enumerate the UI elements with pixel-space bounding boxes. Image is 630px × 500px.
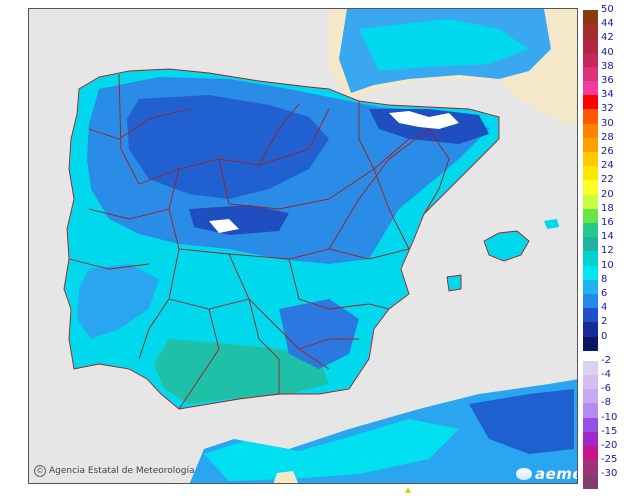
legend-label: -2 [601, 354, 611, 366]
legend-swatch [583, 180, 598, 195]
legend-swatch [583, 152, 598, 167]
legend-swatch [583, 375, 598, 390]
legend-label: -10 [601, 411, 618, 423]
legend-label: 22 [601, 174, 614, 186]
legend-label: 44 [601, 18, 614, 30]
copyright-icon: © [34, 465, 46, 477]
legend-label: 6 [601, 288, 608, 299]
legend-swatch [583, 474, 598, 489]
legend-label: -25 [601, 454, 618, 466]
legend-swatch [583, 223, 598, 238]
legend-swatch [583, 237, 598, 252]
legend-swatch [583, 308, 598, 323]
legend-label: 14 [601, 231, 614, 243]
legend-swatch [583, 460, 598, 475]
legend-swatch [583, 294, 598, 309]
legend-label: -4 [601, 369, 611, 380]
legend-label: 38 [601, 60, 614, 72]
north-africa-cyan [204, 419, 459, 481]
legend-swatch [583, 360, 598, 375]
legend-swatch [583, 123, 598, 138]
andalusia-teal-area [154, 339, 329, 404]
legend-label: 36 [601, 75, 614, 86]
africa-tan-patch [273, 471, 299, 483]
legend-label: 40 [601, 46, 614, 58]
southwest-field [77, 264, 159, 339]
legend-swatch [583, 446, 598, 461]
legend-swatch [583, 265, 598, 280]
legend-label: 16 [601, 217, 614, 228]
legend-label: 20 [601, 188, 614, 200]
ibiza-island [447, 275, 461, 291]
legend-label: 50 [601, 4, 614, 15]
legend-label: 0 [601, 330, 608, 342]
legend-swatch [583, 417, 598, 432]
france-cyan-area [359, 19, 529, 71]
aemet-logo-text: aemet [535, 465, 577, 483]
central-system-cold [189, 205, 289, 235]
legend-label: 18 [601, 202, 614, 214]
legend-swatch [583, 431, 598, 446]
legend-swatch [583, 336, 598, 351]
legend-label: 34 [601, 89, 614, 101]
temperature-map [29, 9, 577, 483]
north-arrow-icon [405, 487, 411, 493]
legend-swatch [583, 137, 598, 152]
legend-swatch [583, 322, 598, 337]
agency-credit: © Agencia Estatal de Meteorología [34, 465, 195, 477]
aemet-logo: aemet [516, 465, 577, 483]
legend-swatch [583, 279, 598, 294]
legend-label: -8 [601, 397, 611, 409]
region-borders [63, 68, 530, 410]
legend-label: 28 [601, 131, 614, 143]
northern-plateau-cold [127, 95, 329, 199]
southeast-blue-area [279, 299, 359, 369]
snow-patch-pyrenees [389, 111, 459, 129]
legend-swatch [583, 109, 598, 124]
north-africa-dark [469, 389, 574, 454]
legend-swatch [583, 24, 598, 39]
legend-label: 24 [601, 160, 614, 172]
legend-swatch [583, 251, 598, 266]
legend-label: -15 [601, 425, 618, 437]
legend-swatch [583, 208, 598, 223]
temperature-legend: 50 44 42 40 38 36 34 32 30 28 26 24 22 20 18 16 14 12 10 8 6… [582, 4, 630, 489]
legend-swatch [583, 194, 598, 209]
snow-patch-central [209, 219, 239, 233]
mallorca-island [484, 231, 529, 261]
legend-label: -6 [601, 383, 611, 395]
map-frame: aemet [28, 8, 578, 484]
legend-swatch [583, 10, 598, 25]
legend-label: 30 [601, 117, 614, 129]
legend-label: 42 [601, 32, 614, 44]
legend-label: 8 [601, 273, 608, 285]
legend-label: 32 [601, 103, 614, 115]
aemet-logo-mark [516, 468, 532, 480]
legend-swatch [583, 166, 598, 181]
legend-label: 12 [601, 245, 614, 257]
legend-label: -20 [601, 440, 618, 451]
legend-swatch [583, 81, 598, 96]
legend-swatch [583, 52, 598, 67]
legend-swatch [583, 389, 598, 404]
legend-label: 2 [601, 316, 608, 328]
legend-swatch [583, 66, 598, 81]
legend-label: -30 [601, 468, 618, 480]
menorca-island [544, 219, 559, 229]
legend-swatch [583, 38, 598, 53]
legend-swatch [583, 95, 598, 110]
legend-label: 26 [601, 146, 614, 157]
legend-label: 10 [601, 259, 614, 271]
legend-label: 4 [601, 302, 608, 314]
agency-credit-text: Agencia Estatal de Meteorología [49, 466, 195, 476]
legend-swatch [583, 403, 598, 418]
